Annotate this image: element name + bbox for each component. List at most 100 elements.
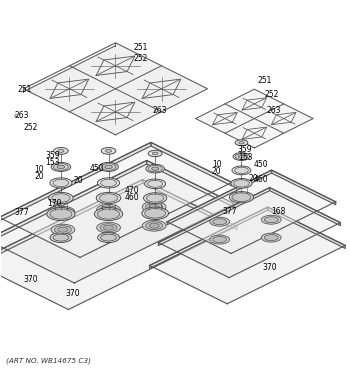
Ellipse shape <box>148 180 163 187</box>
Polygon shape <box>149 207 268 269</box>
Ellipse shape <box>145 209 166 218</box>
Polygon shape <box>158 188 270 245</box>
Ellipse shape <box>210 235 230 244</box>
Text: 252: 252 <box>23 123 37 132</box>
Text: 252: 252 <box>133 54 148 63</box>
Ellipse shape <box>233 153 250 160</box>
Polygon shape <box>272 170 336 205</box>
Text: 450: 450 <box>90 164 104 173</box>
Ellipse shape <box>145 179 166 189</box>
Polygon shape <box>158 188 341 278</box>
Ellipse shape <box>58 227 68 232</box>
Ellipse shape <box>47 207 75 220</box>
Ellipse shape <box>51 206 75 217</box>
Ellipse shape <box>104 207 113 212</box>
Text: 20: 20 <box>74 176 83 185</box>
Ellipse shape <box>100 234 117 241</box>
Ellipse shape <box>58 150 64 152</box>
Ellipse shape <box>54 147 68 154</box>
Text: 251: 251 <box>133 43 148 51</box>
Ellipse shape <box>144 193 167 203</box>
Ellipse shape <box>142 207 168 219</box>
Ellipse shape <box>58 209 68 214</box>
Polygon shape <box>0 160 147 243</box>
Text: 450: 450 <box>253 160 268 169</box>
Polygon shape <box>196 89 313 148</box>
Text: 370: 370 <box>23 275 38 284</box>
Ellipse shape <box>146 222 163 230</box>
Ellipse shape <box>97 204 120 215</box>
Ellipse shape <box>98 209 120 219</box>
Ellipse shape <box>55 208 71 216</box>
Ellipse shape <box>238 155 245 158</box>
Text: 20: 20 <box>212 167 221 176</box>
Ellipse shape <box>148 150 162 157</box>
Text: 470: 470 <box>124 186 139 195</box>
Text: 263: 263 <box>14 111 29 120</box>
Polygon shape <box>0 179 237 310</box>
Ellipse shape <box>261 233 281 242</box>
Ellipse shape <box>232 166 251 175</box>
Ellipse shape <box>213 236 226 242</box>
Ellipse shape <box>149 223 159 228</box>
Ellipse shape <box>146 164 164 173</box>
Ellipse shape <box>101 147 116 154</box>
Ellipse shape <box>50 209 72 219</box>
Polygon shape <box>167 170 272 225</box>
Ellipse shape <box>96 192 121 204</box>
Ellipse shape <box>100 224 117 232</box>
Text: 252: 252 <box>264 90 279 99</box>
Ellipse shape <box>49 192 73 204</box>
Text: 359: 359 <box>238 145 252 154</box>
Ellipse shape <box>142 220 166 231</box>
Polygon shape <box>0 142 232 257</box>
Polygon shape <box>0 142 151 221</box>
Text: 170: 170 <box>47 199 62 209</box>
Ellipse shape <box>99 194 118 202</box>
Ellipse shape <box>51 162 71 172</box>
Polygon shape <box>268 207 345 248</box>
Text: 251: 251 <box>17 85 32 94</box>
Ellipse shape <box>104 225 113 230</box>
Text: 377: 377 <box>223 207 237 216</box>
Polygon shape <box>23 43 208 135</box>
Polygon shape <box>149 207 345 304</box>
Ellipse shape <box>231 179 252 188</box>
Ellipse shape <box>57 165 65 169</box>
Polygon shape <box>167 170 336 254</box>
Text: 370: 370 <box>262 263 277 272</box>
Text: 10: 10 <box>212 160 221 169</box>
Ellipse shape <box>261 215 281 224</box>
Ellipse shape <box>210 217 230 226</box>
Ellipse shape <box>264 217 278 223</box>
Ellipse shape <box>233 180 250 187</box>
Text: 460: 460 <box>124 194 139 203</box>
Ellipse shape <box>94 207 122 220</box>
Ellipse shape <box>105 165 112 169</box>
Polygon shape <box>0 160 234 283</box>
Polygon shape <box>270 188 341 226</box>
Text: 168: 168 <box>271 207 286 216</box>
Ellipse shape <box>148 166 162 172</box>
Ellipse shape <box>50 233 72 242</box>
Text: 263: 263 <box>152 106 167 115</box>
Ellipse shape <box>235 140 248 145</box>
Polygon shape <box>143 179 237 230</box>
Ellipse shape <box>152 167 159 170</box>
Text: 263: 263 <box>266 106 281 115</box>
Ellipse shape <box>98 178 120 188</box>
Ellipse shape <box>235 154 248 160</box>
Text: 153: 153 <box>45 158 60 167</box>
Ellipse shape <box>105 150 112 152</box>
Text: 20: 20 <box>248 173 258 182</box>
Ellipse shape <box>142 201 166 212</box>
Ellipse shape <box>239 141 244 144</box>
Text: 153: 153 <box>238 153 253 162</box>
Ellipse shape <box>149 204 159 209</box>
Ellipse shape <box>100 206 117 214</box>
Ellipse shape <box>55 226 71 233</box>
Ellipse shape <box>234 167 248 173</box>
Ellipse shape <box>264 235 278 241</box>
Ellipse shape <box>213 219 226 225</box>
Text: 370: 370 <box>66 289 80 298</box>
